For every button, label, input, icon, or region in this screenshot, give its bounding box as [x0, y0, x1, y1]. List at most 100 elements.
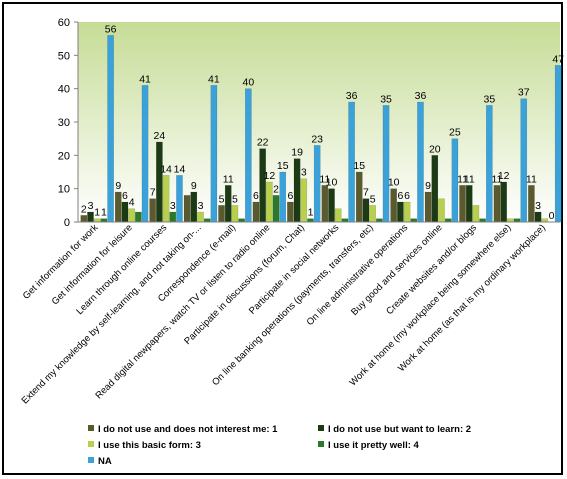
bar-3-11: [438, 198, 445, 223]
legend-item-1: I do not use and does not interest me: 1: [88, 424, 278, 435]
y-tick-label: 0: [64, 217, 70, 229]
bar-5-12: [486, 105, 493, 223]
data-label: 5: [219, 193, 225, 205]
data-label: 19: [291, 147, 303, 159]
legend-swatch: [318, 425, 324, 431]
bar-1-8: [321, 185, 329, 223]
y-tick-label: 10: [58, 184, 70, 196]
data-label: 9: [425, 180, 431, 192]
bar-5-1: [107, 35, 114, 223]
data-label: 10: [326, 177, 338, 189]
legend-item-3: I use this basic form: 3: [88, 440, 201, 451]
bar-3-8: [334, 208, 342, 223]
legend-swatch: [88, 457, 94, 463]
data-label: 9: [115, 180, 121, 192]
data-label: 3: [170, 200, 176, 212]
data-label: 3: [535, 200, 541, 212]
data-label: 41: [139, 73, 151, 85]
bar-5-4: [210, 85, 218, 223]
bar-5-5: [245, 88, 252, 223]
legend-item-2: I do not use but want to learn: 2: [318, 424, 471, 435]
data-label: 11: [319, 173, 330, 185]
bar-3-10: [403, 201, 411, 223]
data-label: 35: [380, 93, 392, 105]
data-label: 6: [122, 190, 128, 202]
data-label: 20: [429, 143, 441, 155]
bar-5-14: [554, 65, 562, 223]
legend-swatch: [88, 441, 94, 447]
bar-5-2: [141, 85, 149, 223]
data-label: 11: [464, 173, 475, 185]
legend: I do not use and does not interest me: 1…: [88, 424, 471, 467]
data-label: 11: [492, 173, 503, 185]
bar-4-6: [272, 195, 280, 223]
data-label: 6: [404, 190, 410, 202]
legend-swatch: [88, 425, 94, 431]
legend-label: I use this basic form: 3: [98, 440, 201, 451]
data-label: 36: [415, 90, 427, 102]
bar-2-5: [224, 185, 232, 223]
bar-1-3: [149, 198, 156, 223]
data-label: 6: [287, 190, 293, 202]
x-category-label: Participate in discussions (forum, Chat): [182, 222, 307, 347]
data-label: 10: [388, 177, 400, 189]
data-label: 1: [94, 207, 100, 219]
data-label: 40: [242, 77, 254, 89]
y-tick-label: 20: [58, 150, 70, 162]
x-category-label: On line banking operations (payments, tr…: [210, 222, 376, 388]
data-label: 24: [154, 130, 166, 142]
legend-label: NA: [98, 456, 112, 467]
bar-4-3: [169, 211, 177, 223]
data-label: 41: [208, 73, 220, 85]
data-label: 36: [346, 90, 358, 102]
data-label: 47: [552, 53, 564, 65]
data-label: 12: [498, 170, 510, 182]
data-label: 14: [160, 163, 172, 175]
bar-1-6: [252, 201, 260, 223]
data-label: 56: [105, 23, 117, 35]
bar-2-3: [156, 141, 163, 223]
data-label: 6: [397, 190, 403, 202]
bar-1-10: [390, 188, 397, 223]
bar-2-12: [465, 185, 473, 223]
data-label: 12: [264, 170, 276, 182]
y-tick-label: 30: [58, 117, 70, 129]
bar-1-5: [218, 205, 225, 223]
bar-5-6: [279, 171, 287, 223]
bar-2-2: [121, 201, 129, 223]
x-category-label: Work at home (my workplace being somewhe…: [348, 222, 514, 388]
bar-1-2: [114, 191, 122, 223]
legend-item-4: I use it pretty well: 4: [318, 440, 420, 451]
data-label: 0: [549, 210, 555, 222]
bar-3-12: [472, 205, 480, 223]
legend-label: I do not use and does not interest me: 1: [98, 424, 278, 435]
data-label: 37: [518, 87, 530, 99]
bar-1-12: [459, 185, 466, 223]
data-label: 7: [363, 187, 369, 199]
data-label: 23: [311, 133, 323, 145]
legend-item-5: NA: [88, 456, 112, 467]
y-tick-label: 40: [58, 84, 70, 96]
bar-5-3: [176, 175, 183, 223]
data-label: 11: [223, 173, 234, 185]
data-label: 35: [483, 93, 495, 105]
data-label: 5: [232, 193, 238, 205]
bar-1-7: [287, 201, 294, 223]
data-labels: 2 31 1569644172414314934151154062212215619…: [81, 23, 564, 222]
bar-5-9: [382, 105, 390, 223]
data-label: 1: [101, 207, 107, 219]
legend-label: I use it pretty well: 4: [328, 440, 420, 451]
bar-3-2: [128, 208, 135, 223]
bar-3-4: [197, 211, 204, 223]
bar-1-9: [355, 171, 363, 223]
data-label: 14: [174, 163, 186, 175]
bar-4-2: [135, 211, 142, 223]
bar-2-6: [259, 148, 266, 223]
bar-2-11: [431, 155, 439, 223]
bar-1-4: [183, 195, 191, 223]
data-label: 25: [449, 127, 461, 139]
bar-2-9: [362, 198, 370, 223]
bar-1-11: [424, 191, 432, 223]
data-label: 2: [273, 183, 279, 195]
